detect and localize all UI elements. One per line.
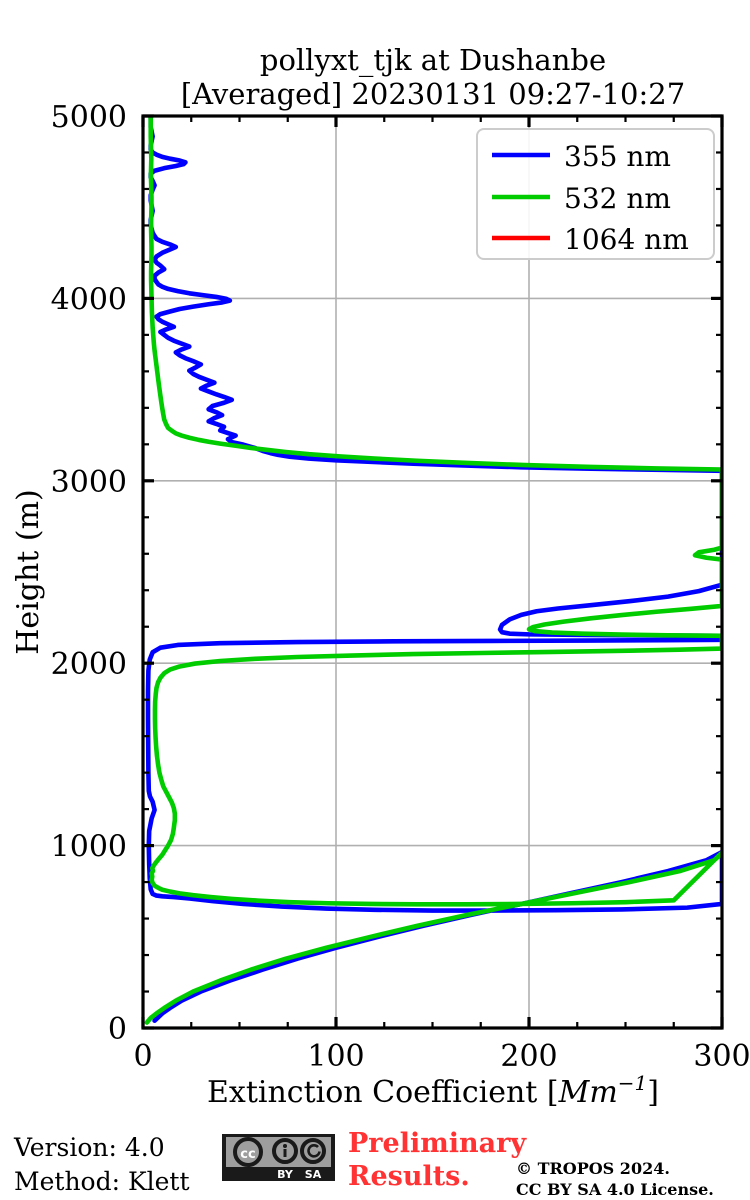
x-axis-title-unit: Mm (558, 1075, 618, 1110)
x-axis-title: Extinction Coefficient [Mm−1] (207, 1071, 659, 1110)
series-line-355-nm (145, 116, 722, 1023)
legend-box (476, 128, 715, 260)
badge-cc-circle (233, 1137, 263, 1167)
badge-sa-text: SA (305, 1168, 322, 1181)
copyright-line1: © TROPOS 2024. (516, 1159, 670, 1178)
series-group (144, 116, 722, 1025)
badge-by-body (283, 1149, 287, 1157)
y-tick-label: 4000 (51, 282, 127, 317)
badge-cc-text: cc (240, 1147, 255, 1162)
preliminary-line2: Results. (348, 1161, 470, 1192)
y-axis-title: Height (m) (11, 489, 46, 654)
x-axis-title-close: ] (647, 1075, 659, 1110)
preliminary-line1: Preliminary (348, 1128, 527, 1159)
badge-by-dot (283, 1144, 287, 1148)
y-tick-label: 0 (108, 1012, 127, 1047)
x-tick-label: 0 (133, 1039, 152, 1074)
plot-title-line2: [Averaged] 20230131 09:27-10:27 (181, 77, 685, 111)
method-label: Method: Klett (14, 1167, 190, 1196)
y-tick-label: 2000 (51, 647, 127, 682)
version-label: Version: 4.0 (13, 1133, 165, 1162)
x-tick-label: 300 (693, 1039, 750, 1074)
y-tick-label: 1000 (51, 830, 127, 865)
x-axis-title-main: Extinction Coefficient [ (207, 1075, 559, 1110)
badge-sa-circle (300, 1138, 326, 1164)
legend-entry-355[interactable]: 355 nm (492, 140, 671, 173)
badge-sa-arrow (307, 1144, 321, 1158)
x-tick-label: 200 (500, 1039, 557, 1074)
badge-by-circle (272, 1138, 298, 1164)
y-tick-label: 3000 (51, 465, 127, 500)
legend-label-355: 355 nm (564, 140, 671, 173)
plot-title-line1: pollyxt_tjk at Dushanbe (260, 43, 606, 78)
legend: 355 nm 532 nm 1064 nm (476, 128, 715, 260)
copyright-line2: CC BY SA 4.0 License. (516, 1180, 714, 1199)
cc-by-sa-badge-icon[interactable]: cc BY SA (222, 1134, 335, 1181)
badge-by-text: BY (277, 1168, 294, 1181)
x-tick-label: 100 (307, 1039, 364, 1074)
footer: Version: 4.0 Method: Klett cc BY SA Prel… (13, 1128, 714, 1199)
legend-label-532: 532 nm (564, 182, 671, 215)
legend-label-1064: 1064 nm (564, 223, 689, 256)
y-tick-label: 5000 (51, 100, 127, 135)
x-axis-title-exponent: −1 (618, 1071, 647, 1095)
legend-entry-1064[interactable]: 1064 nm (492, 223, 689, 256)
series-line-532-nm (144, 116, 722, 1025)
legend-entry-532[interactable]: 532 nm (492, 182, 671, 215)
